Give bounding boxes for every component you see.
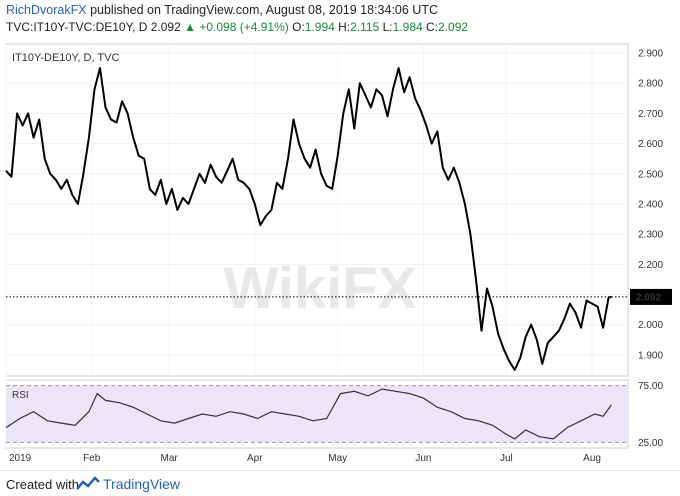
x-tick-label: May [328, 453, 347, 464]
close-value: 2.092 [438, 20, 469, 34]
last-price-label: 2.092 [636, 292, 661, 303]
rsi-y-tick-label: 25.00 [638, 438, 663, 449]
x-tick-label: Apr [247, 453, 263, 464]
created-with-text: Created with [6, 477, 79, 492]
price-y-tick-label: 2.900 [638, 49, 663, 60]
low-label: L: [382, 20, 393, 34]
chart-header: RichDvorakFX published on TradingView.co… [0, 0, 680, 38]
x-tick-label: Mar [160, 453, 178, 464]
price-y-tick-label: 2.500 [638, 169, 663, 180]
tradingview-logo-icon [76, 476, 100, 490]
change-value: +0.098 (+4.91%) [199, 20, 289, 34]
footer: Created with TradingView [0, 470, 680, 496]
symbol-text: TVC:IT10Y-TVC:DE10Y, D [6, 20, 148, 34]
close-label: C: [426, 20, 439, 34]
open-label: O: [292, 20, 305, 34]
price-y-tick-label: 2.200 [638, 260, 663, 271]
low-value: 1.984 [392, 20, 423, 34]
price-y-tick-label: 2.600 [638, 139, 663, 150]
price-series-line [5, 67, 612, 371]
rsi-y-axis: 75.00 25.00 [638, 381, 663, 449]
price-y-tick-label: 2.800 [638, 79, 663, 90]
author-link[interactable]: RichDvorakFX [6, 3, 87, 17]
publish-line: RichDvorakFX published on TradingView.co… [6, 3, 438, 17]
price-y-tick-label: 2.400 [638, 199, 663, 210]
watermark-text: WikiFX [224, 256, 417, 321]
tradingview-brand[interactable]: TradingView [103, 476, 181, 492]
price-y-tick-label: 2.700 [638, 109, 663, 120]
up-arrow-icon: ▲ [184, 20, 196, 34]
open-value: 1.994 [304, 20, 335, 34]
high-value: 2.115 [350, 20, 380, 34]
published-text: published on TradingView.com, August 08,… [90, 3, 438, 17]
rsi-legend-title: RSI [12, 390, 29, 401]
price-y-tick-label: 2.000 [638, 320, 663, 331]
price-chart-svg[interactable]: WikiFX 2.900 2.800 2.700 2.600 2.500 2.400 2.3… [0, 38, 680, 470]
x-tick-label: Jun [415, 453, 431, 464]
last-price: 2.092 [150, 20, 181, 34]
x-tick-label: Feb [83, 453, 101, 464]
rsi-series [5, 388, 612, 440]
rsi-y-tick-label: 75.00 [638, 381, 663, 392]
chart-legend-title: IT10Y-DE10Y, D, TVC [12, 52, 119, 64]
last-price-box [630, 288, 672, 305]
high-label: H: [338, 20, 351, 34]
x-tick-label: 2019 [9, 453, 32, 464]
symbol-line: TVC:IT10Y-TVC:DE10Y, D 2.092 ▲ +0.098 (+… [6, 20, 468, 34]
price-y-tick-label: 2.300 [638, 230, 663, 241]
chart-area[interactable]: WikiFX 2.900 2.800 2.700 2.600 2.500 2.400 2.3… [0, 38, 680, 470]
price-grid [5, 43, 629, 377]
rsi-band [6, 385, 628, 443]
price-series [5, 67, 612, 371]
rsi-series-line [5, 388, 612, 440]
x-tick-label: Jul [500, 453, 513, 464]
price-y-tick-label: 1.900 [638, 350, 663, 361]
x-tick-label: Aug [583, 453, 601, 464]
time-x-axis: 2019 Feb Mar Apr May Jun Jul Aug [9, 453, 601, 464]
